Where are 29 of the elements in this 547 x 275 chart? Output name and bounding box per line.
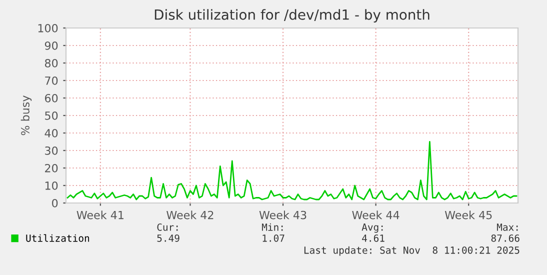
text: Max: — [496, 224, 518, 231]
x-tick-label: Week 42 — [166, 210, 214, 220]
y-tick-label: 100 — [38, 24, 58, 32]
x-tick-label: Week 44 — [352, 210, 400, 220]
text: 5.49 — [157, 234, 180, 242]
y-tick-label: 60 — [45, 94, 58, 102]
y-tick-label: 90 — [44, 41, 58, 50]
y-tick-label: 20 — [45, 164, 58, 172]
y-tick-label: 10 — [45, 181, 58, 190]
legend-label: Utilization — [26, 234, 90, 242]
text: Avg: — [362, 224, 383, 233]
chart-title: Disk utilization for /dev/md1 - by month — [154, 9, 430, 23]
x-tick-label: Week 41 — [76, 210, 124, 220]
text: 4.61 — [362, 234, 384, 242]
x-tick-label: Week 43 — [259, 210, 306, 220]
y-tick-label: 50 — [45, 111, 58, 120]
text: 1.07 — [262, 234, 284, 242]
y-tick-label: 80 — [44, 58, 58, 68]
y-tick-label: 40 — [44, 128, 58, 138]
y-axis-title: % busy — [20, 96, 32, 136]
y-tick-label: 30 — [45, 146, 58, 155]
text: Last update: Sat Nov 8 11:00:21 2025 — [304, 246, 520, 256]
text: Cur: — [157, 223, 178, 231]
text: Min: — [262, 223, 283, 231]
line-series — [66, 141, 518, 200]
text: 87.66 — [491, 234, 520, 242]
y-tick-label: 0 — [52, 198, 58, 208]
x-tick-label: Week 45 — [444, 210, 492, 220]
y-tick-label: 70 — [45, 76, 58, 85]
